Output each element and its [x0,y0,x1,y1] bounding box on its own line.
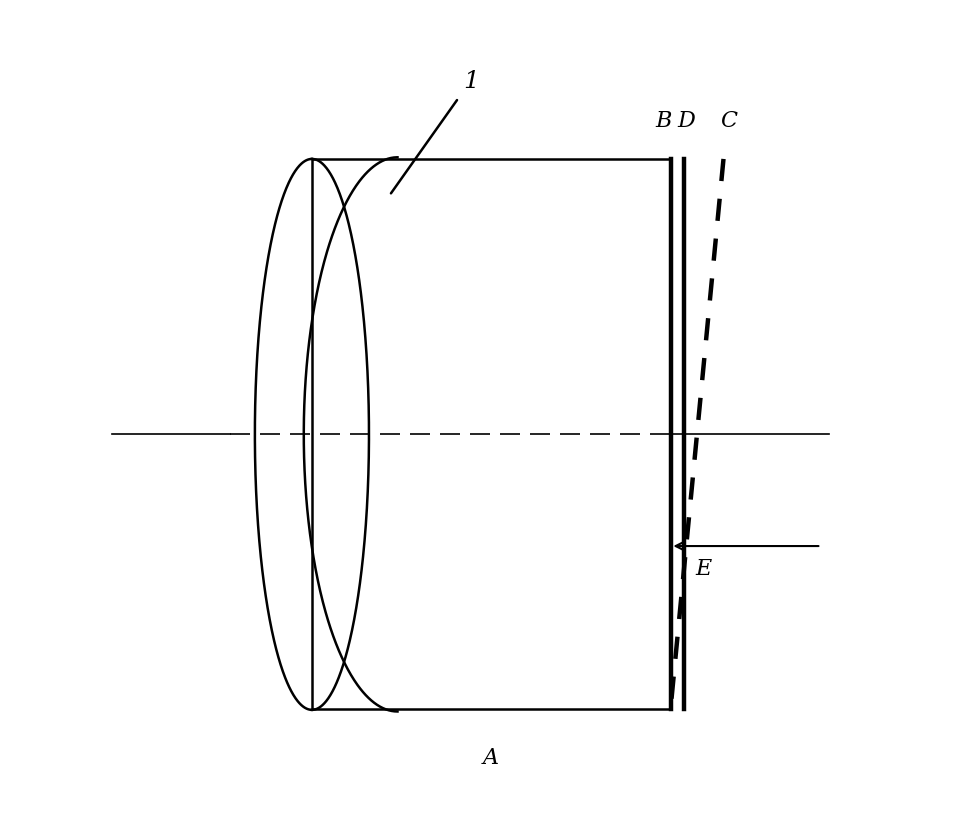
Text: B: B [655,110,672,131]
Text: 1: 1 [463,70,479,93]
Text: C: C [719,110,737,131]
Text: E: E [695,558,711,579]
Text: A: A [483,747,499,769]
Text: D: D [677,110,695,131]
